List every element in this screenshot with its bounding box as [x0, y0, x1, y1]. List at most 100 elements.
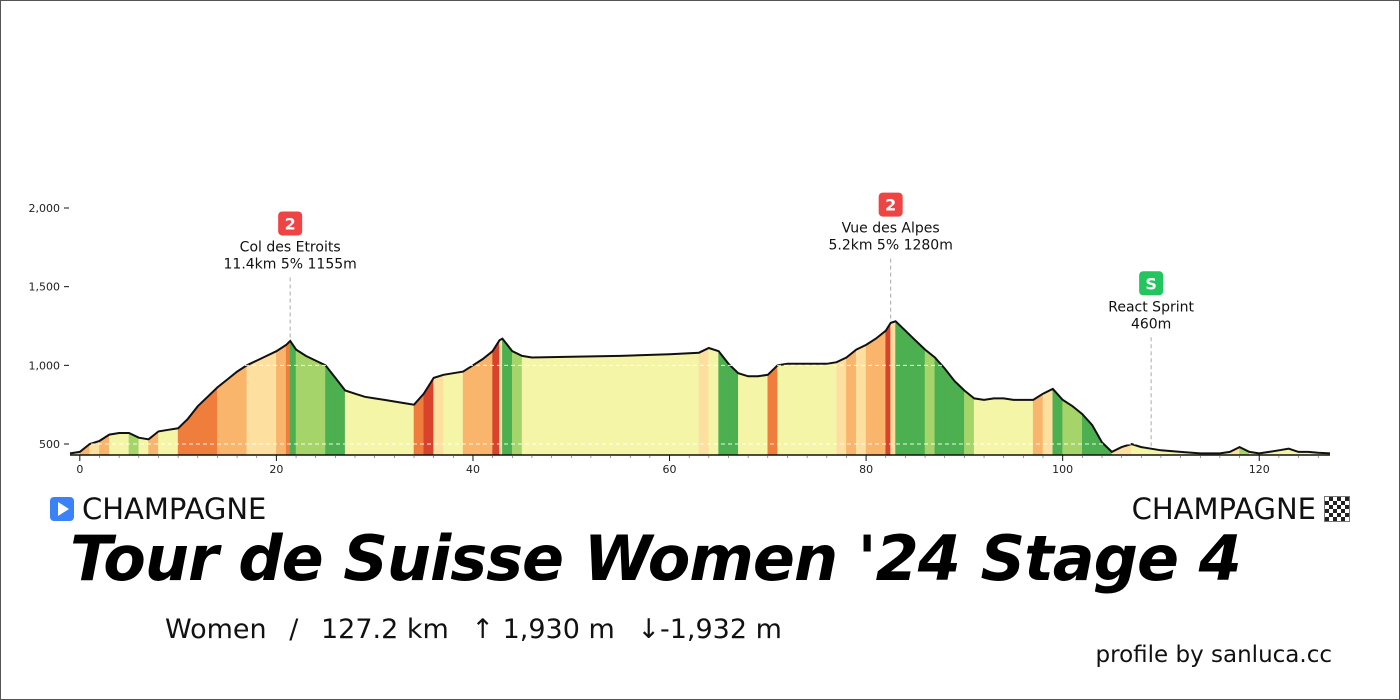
gradient-segment: [806, 363, 818, 456]
gradient-segment: [708, 347, 719, 456]
gradient-segment: [895, 320, 906, 456]
x-tick-label: 60: [663, 463, 677, 476]
gradient-segment: [167, 427, 179, 456]
elevation-profile-chart: 0 20 40 60 80 100 120 500 1,000 1,500 2,000 2 Col d…: [29, 192, 1331, 476]
start-location-name: CHAMPAGNE: [82, 492, 267, 526]
climb-detail: 11.4km 5% 1155m: [224, 256, 357, 272]
climb-detail: 5.2km 5% 1280m: [828, 238, 952, 254]
gradient-segment: [374, 398, 385, 456]
gradient-segment: [747, 376, 759, 456]
climb-category-badge: [878, 192, 903, 217]
gradient-segment: [1013, 399, 1024, 456]
gradient-segment: [1003, 398, 1014, 456]
profile-credit: profile by sanluca.cc: [1095, 642, 1332, 668]
gradient-segment: [944, 367, 955, 456]
gradient-segment: [914, 339, 926, 456]
gradient-segment: [973, 398, 985, 456]
climb-name: React Sprint: [1108, 299, 1194, 315]
gradient-segment: [364, 396, 375, 456]
axes: 0 20 40 60 80 100 120 500 1,000 1,500 2,000: [29, 202, 1330, 476]
gradient-segment: [728, 363, 739, 456]
gradient-segment: [443, 372, 454, 456]
gradient-segment: [787, 363, 798, 456]
gradient-segment: [266, 350, 277, 456]
gradient-segment: [905, 330, 916, 456]
gradient-segment: [816, 363, 828, 456]
y-tick-label: 1,000: [29, 359, 61, 372]
gradient-segment: [246, 360, 258, 456]
y-tick-label: 2,000: [29, 202, 61, 215]
gradient-segment: [511, 350, 523, 456]
climb-category-label: 2: [285, 214, 296, 233]
gradient-segment: [158, 429, 169, 456]
gradient-segment: [354, 393, 366, 456]
gradient-segment: [738, 372, 749, 456]
gradient-segment: [403, 402, 415, 456]
gradient-segment: [384, 399, 395, 456]
gradient-segment: [344, 390, 356, 456]
gradient-segment: [570, 355, 621, 456]
gradient-segment: [855, 344, 867, 456]
gradient-segment: [256, 355, 267, 456]
gradient-segment: [718, 350, 729, 456]
gradient-segment: [698, 347, 710, 456]
gradient-segment: [1023, 399, 1034, 456]
gradient-segment: [531, 356, 572, 456]
gradient-segment: [285, 340, 291, 456]
gradient-segment: [226, 371, 238, 456]
gradient-segment: [499, 338, 503, 456]
stage-title: Tour de Suisse Women '24 Stage 4: [70, 522, 1242, 595]
gradient-segment: [885, 321, 891, 456]
gradient-segment: [777, 363, 788, 456]
gradient-segment: [236, 364, 248, 456]
gradient-segment: [1042, 388, 1054, 456]
elevation-area: [69, 320, 1331, 456]
x-tick-label: 100: [1052, 463, 1073, 476]
stats-separator: /: [289, 614, 299, 645]
gradient-segment: [993, 398, 1004, 456]
x-tick-label: 0: [76, 463, 83, 476]
climb-category-label: S: [1145, 274, 1157, 293]
gradient-segment: [767, 364, 778, 456]
gradient-segment: [1062, 399, 1073, 456]
gradient-segment: [433, 374, 444, 456]
gradient-segment: [865, 338, 877, 456]
gradient-segment: [757, 374, 769, 456]
start-location: CHAMPAGNE: [50, 492, 266, 526]
climb-name: Vue des Alpes: [842, 221, 940, 237]
x-tick-label: 20: [269, 463, 283, 476]
gradient-segment: [289, 339, 297, 456]
gradient-segment: [797, 363, 808, 456]
start-flag-icon: [50, 497, 74, 521]
climb-detail: 460m: [1131, 316, 1171, 332]
gradient-segment: [138, 437, 149, 456]
x-tick-label: 40: [466, 463, 480, 476]
gradient-segment: [492, 339, 500, 456]
descent-value: ↓-1,932 m: [637, 614, 782, 645]
gradient-segment: [875, 330, 887, 456]
y-tick-label: 1,500: [29, 281, 61, 294]
y-tick-label: 500: [39, 438, 60, 451]
gradient-segment: [453, 371, 464, 456]
gradient-segment: [462, 364, 474, 456]
gradient-segment: [472, 358, 484, 456]
gradient-segment: [394, 401, 405, 456]
gradient-segment: [502, 337, 513, 456]
gradient-segment: [521, 355, 533, 456]
gradient-segment: [315, 360, 326, 456]
gradient-segment: [276, 344, 287, 456]
ascent-value: ↑ 1,930 m: [471, 614, 615, 645]
climb-category-badge: [278, 211, 303, 236]
x-tick-label: 120: [1249, 463, 1270, 476]
x-tick-label: 80: [859, 463, 873, 476]
gradient-segment: [934, 356, 946, 456]
gradient-segment: [325, 364, 336, 456]
finish-location-name: CHAMPAGNE: [1131, 492, 1316, 526]
gradient-segment: [207, 386, 218, 456]
gradient-segment: [620, 354, 670, 456]
gradient-segment: [669, 352, 700, 456]
gridlines: [70, 207, 1330, 445]
gradient-segment: [1032, 393, 1044, 456]
